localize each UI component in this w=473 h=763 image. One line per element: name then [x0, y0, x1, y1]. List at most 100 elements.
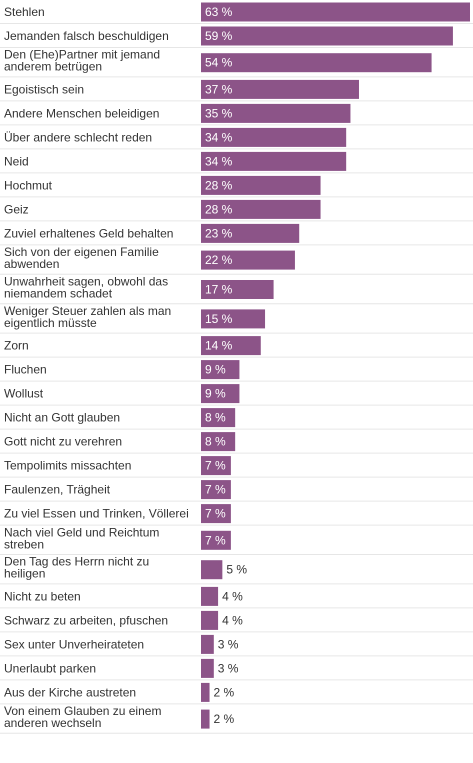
category-label: Wollust: [4, 387, 44, 401]
value-label: 28 %: [205, 178, 233, 192]
value-label: 15 %: [205, 312, 233, 326]
category-label: Geiz: [4, 202, 29, 216]
category-label: Andere Menschen beleidigen: [4, 106, 159, 120]
bar: [201, 658, 214, 678]
category-label: Faulenzen, Trägheit: [4, 483, 111, 497]
bar: [201, 530, 231, 550]
category-label-line: Den Tag des Herrn nicht zu: [4, 555, 149, 569]
value-label: 4 %: [222, 589, 243, 603]
value-label: 28 %: [205, 202, 233, 216]
bar: [201, 175, 321, 195]
category-label: Stehlen: [4, 5, 45, 19]
value-label: 22 %: [205, 253, 233, 267]
bar: [201, 103, 351, 123]
category-label: Hochmut: [4, 178, 53, 192]
bar: [201, 634, 214, 654]
category-label: Egoistisch sein: [4, 82, 84, 96]
category-label-line: Unwahrheit sagen, obwohl das: [4, 275, 168, 289]
category-label: Neid: [4, 154, 29, 168]
category-label: Gott nicht zu verehren: [4, 435, 122, 449]
bar: [201, 336, 261, 356]
bar: [201, 360, 240, 380]
bar: [201, 223, 300, 243]
category-label-line: anderen wechseln: [4, 716, 101, 730]
category-label: Nach viel Geld und Reichtum streben: [4, 525, 159, 551]
category-label: Tempolimits missachten: [4, 459, 131, 473]
category-label: Weniger Steuer zahlen als man eigentlich …: [4, 304, 171, 330]
category-label: Fluchen: [4, 363, 47, 377]
value-label: 5 %: [226, 563, 247, 577]
category-label-line: Den (Ehe)Partner mit jemand: [4, 48, 160, 62]
category-label: Nicht an Gott glauben: [4, 411, 120, 425]
category-label: Über andere schlecht reden: [4, 130, 152, 144]
category-label-line: Von einem Glauben zu einem: [4, 704, 161, 718]
bar: [201, 53, 432, 73]
value-label: 34 %: [205, 154, 233, 168]
bar: [201, 408, 236, 428]
value-label: 7 %: [205, 533, 226, 547]
bar: [201, 250, 295, 270]
value-label: 17 %: [205, 283, 233, 297]
category-label-line: Weniger Steuer zahlen als man: [4, 304, 171, 318]
value-label: 7 %: [205, 483, 226, 497]
bar: [201, 456, 231, 476]
category-label: Den Tag des Herrn nicht zu heiligen: [4, 555, 149, 581]
category-label-line: niemandem schadet: [4, 287, 113, 301]
value-label: 9 %: [205, 387, 226, 401]
category-label: Sex unter Unverheirateten: [4, 637, 144, 651]
bar: [201, 480, 231, 500]
category-label: Jemanden falsch beschuldigen: [4, 29, 169, 43]
value-label: 9 %: [205, 363, 226, 377]
bar: [201, 79, 359, 99]
value-label: 8 %: [205, 435, 226, 449]
category-label-line: eigentlich müsste: [4, 316, 97, 330]
category-label-line: streben: [4, 537, 44, 551]
value-label: 23 %: [205, 226, 233, 240]
value-label: 3 %: [218, 661, 239, 675]
bar: [201, 682, 210, 702]
bar: [201, 610, 219, 630]
value-label: 59 %: [205, 29, 233, 43]
category-label: Sich von der eigenen Familie abwenden: [4, 245, 159, 271]
bar: [201, 2, 470, 22]
value-label: 37 %: [205, 82, 233, 96]
value-label: 35 %: [205, 106, 233, 120]
category-label-line: Sich von der eigenen Familie: [4, 245, 159, 259]
bar: [201, 504, 231, 524]
category-label: Zorn: [4, 339, 29, 353]
value-label: 54 %: [205, 56, 233, 70]
bar: [201, 309, 266, 329]
category-label-line: anderem betrügen: [4, 60, 102, 74]
bar: [201, 127, 347, 147]
value-label: 2 %: [214, 685, 235, 699]
category-label-line: abwenden: [4, 257, 59, 271]
bar: [201, 560, 223, 580]
category-label: Zuviel erhaltenes Geld behalten: [4, 226, 173, 240]
value-label: 34 %: [205, 130, 233, 144]
value-label: 7 %: [205, 507, 226, 521]
value-label: 7 %: [205, 459, 226, 473]
value-label: 63 %: [205, 5, 233, 19]
category-label: Von einem Glauben zu einem anderen wechse…: [4, 704, 161, 730]
value-label: 14 %: [205, 339, 233, 353]
value-label: 8 %: [205, 411, 226, 425]
category-label-line: Nach viel Geld und Reichtum: [4, 525, 159, 539]
category-label: Schwarz zu arbeiten, pfuschen: [4, 613, 168, 627]
bar: [201, 199, 321, 219]
value-label: 3 %: [218, 637, 239, 651]
value-label: 4 %: [222, 613, 243, 627]
category-label: Zu viel Essen und Trinken, Völlerei: [4, 507, 189, 521]
bar: [201, 586, 219, 606]
category-label: Unwahrheit sagen, obwohl das niemandem sc…: [4, 275, 168, 301]
bar: [201, 709, 210, 729]
category-label: Nicht zu beten: [4, 589, 81, 603]
bar: [201, 280, 274, 299]
bar: [201, 432, 236, 452]
bar: [201, 151, 347, 171]
category-label: Aus der Kirche austreten: [4, 685, 136, 699]
bar: [201, 26, 453, 46]
category-label: Unerlaubt parken: [4, 661, 96, 675]
category-label: Den (Ehe)Partner mit jemand anderem betrü…: [4, 48, 160, 74]
value-label: 2 %: [214, 712, 235, 726]
